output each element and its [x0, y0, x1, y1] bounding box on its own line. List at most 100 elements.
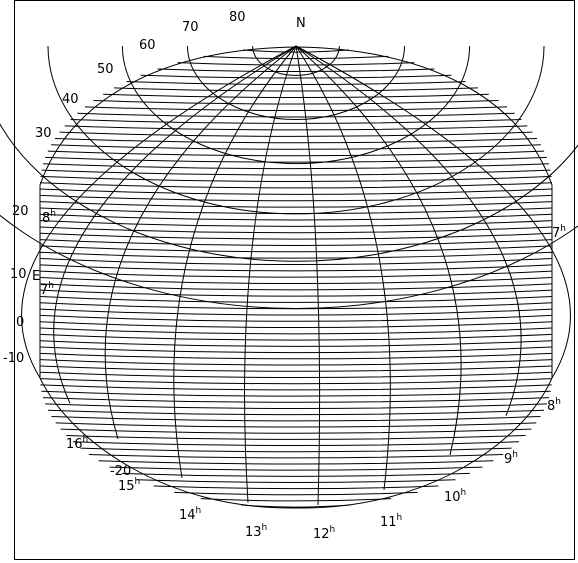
parallel-line: [39, 359, 553, 366]
parallel-line: [45, 403, 547, 409]
declination-circle: [252, 45, 340, 76]
parallel-line: [84, 106, 508, 111]
hour-label-8-right: 8h: [547, 397, 561, 414]
dec-label-30: 30: [35, 126, 52, 141]
parallel-line: [59, 131, 533, 137]
parallel-line: [39, 264, 553, 272]
meridian-line: [295, 45, 321, 506]
parallel-line: [39, 308, 553, 316]
parallel-line: [41, 390, 551, 397]
parallel-line: [47, 409, 545, 416]
parallel-line: [103, 93, 489, 99]
parallel-line: [70, 119, 522, 124]
parallel-line: [140, 74, 452, 79]
parallel-line: [66, 434, 526, 440]
hour-label-7-left: 7h: [40, 281, 54, 298]
parallel-line: [39, 239, 553, 246]
dec-label-50: 50: [97, 62, 114, 77]
declination-circle: [187, 45, 405, 120]
meridian-line: [295, 45, 522, 416]
parallel-line: [126, 81, 466, 86]
dec-label-0: 0: [16, 315, 25, 330]
globe-outline: [39, 46, 553, 509]
parallel-line: [43, 163, 549, 170]
parallel-line: [39, 194, 553, 202]
parallel-line: [54, 137, 538, 144]
meridian-line: [173, 45, 297, 479]
parallel-line: [39, 232, 553, 240]
hour-label-9: 9h: [504, 450, 518, 467]
parallel-line: [177, 62, 415, 66]
dec-label-minus10: -10: [3, 351, 25, 366]
parallel-line: [203, 55, 389, 60]
parallel-line: [39, 277, 553, 284]
north-pole-label: N: [296, 16, 306, 31]
parallel-line: [39, 258, 553, 265]
meridian-line: [295, 45, 391, 490]
parallel-line: [64, 125, 528, 131]
declination-circle: [0, 123, 578, 262]
parallel-line: [39, 346, 553, 354]
hour-label-16: 16h: [66, 435, 89, 452]
parallel-line: [39, 295, 553, 303]
parallel-line: [39, 283, 553, 291]
meridian-line: [295, 45, 571, 379]
meridian-line: [53, 45, 297, 404]
meridian-line: [295, 45, 462, 456]
dec-label-minus20: -20: [110, 464, 132, 479]
hour-label-12: 12h: [313, 525, 336, 542]
parallel-line: [109, 466, 483, 471]
dec-label-70: 70: [182, 20, 199, 35]
parallel-line: [39, 314, 553, 322]
parallel-line: [39, 201, 553, 208]
parallel-line: [39, 371, 553, 378]
hour-label-10: 10h: [444, 488, 467, 505]
parallel-line: [41, 169, 551, 176]
parallel-line: [153, 485, 439, 490]
declination-circle: [0, 214, 578, 309]
parallel-line: [40, 182, 552, 189]
parallel-line: [39, 378, 553, 385]
hour-label-8-left: 8h: [42, 209, 56, 226]
dec-label-60: 60: [139, 38, 156, 53]
parallel-line: [51, 144, 541, 150]
parallel-line: [174, 491, 418, 496]
parallel-line: [39, 251, 553, 259]
parallel-line: [72, 441, 520, 447]
parallel-line: [39, 327, 553, 335]
parallel-line: [40, 175, 552, 182]
parallel-line: [39, 270, 553, 278]
meridian-line: [244, 45, 297, 503]
parallel-line: [39, 207, 553, 215]
parallel-line: [39, 213, 553, 221]
parallel-line: [39, 365, 553, 372]
parallel-line: [39, 352, 553, 360]
parallel-line: [242, 49, 350, 53]
hour-label-14: 14h: [179, 506, 202, 523]
meridian-line: [104, 45, 297, 440]
parallel-line: [55, 422, 537, 428]
parallel-line: [122, 472, 470, 477]
dec-label-10: 10: [10, 267, 27, 282]
parallel-line: [136, 479, 456, 483]
parallel-line: [47, 150, 545, 157]
hour-label-15: 15h: [118, 477, 141, 494]
parallel-line: [39, 321, 553, 329]
parallel-line: [39, 226, 553, 234]
parallel-line: [39, 333, 553, 341]
dec-label-80: 80: [229, 10, 246, 25]
east-label: E: [32, 269, 41, 284]
parallel-line: [77, 112, 515, 118]
parallel-line: [114, 87, 478, 92]
parallel-line: [40, 384, 552, 391]
hour-label-7-right: 7h: [552, 224, 566, 241]
dec-label-20: 20: [12, 204, 29, 219]
parallel-line: [51, 416, 541, 422]
parallel-line: [98, 460, 494, 465]
parallel-line: [93, 100, 499, 105]
plot-frame: [14, 0, 575, 560]
parallel-line: [39, 340, 553, 347]
parallel-line: [157, 68, 435, 73]
meridian-line: [21, 45, 297, 379]
